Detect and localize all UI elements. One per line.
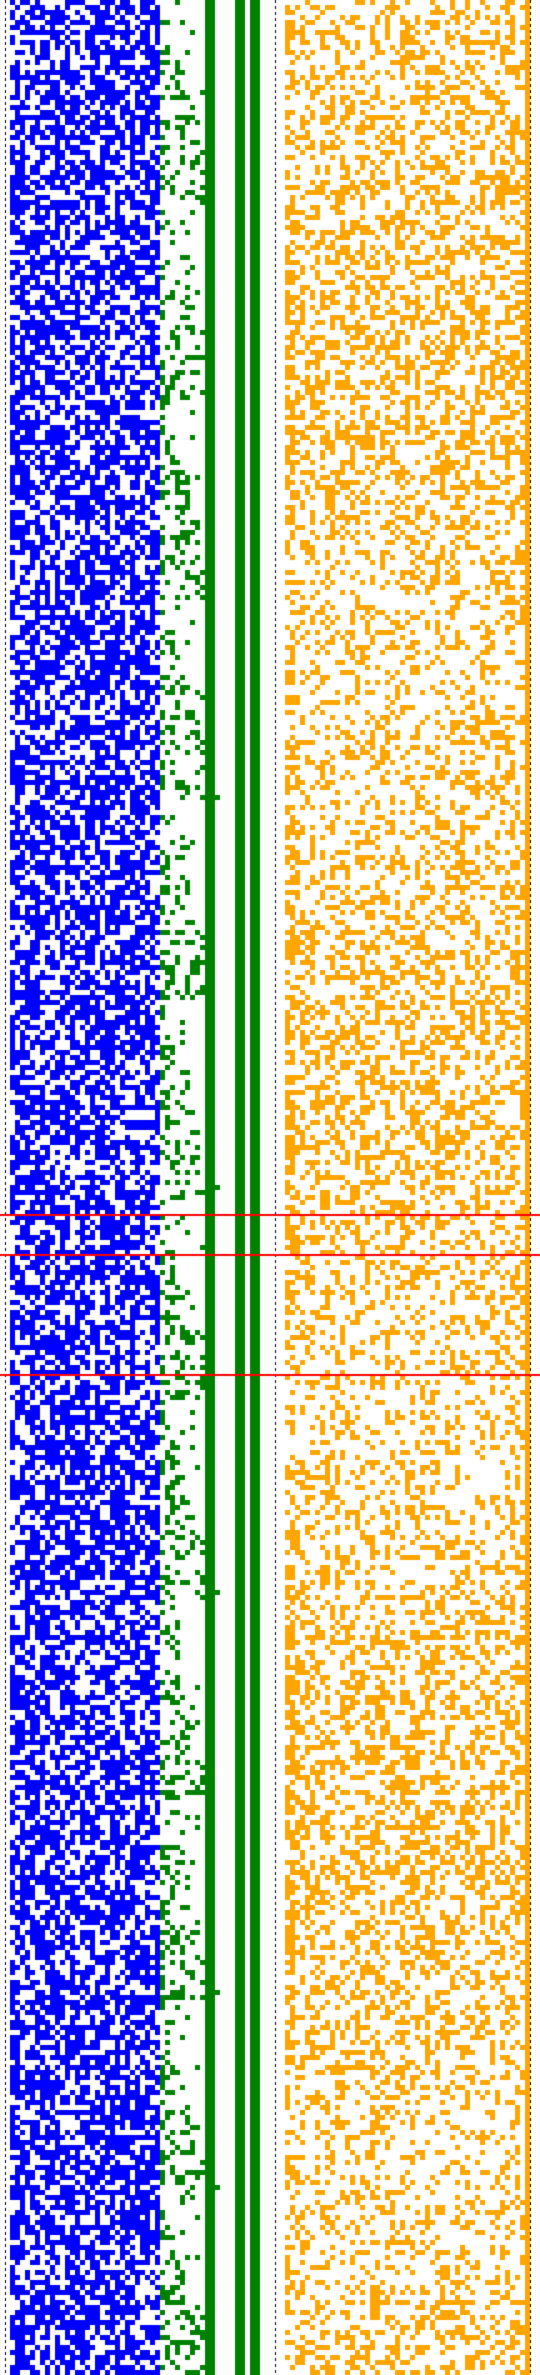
matrix-heatmap xyxy=(0,0,540,2375)
